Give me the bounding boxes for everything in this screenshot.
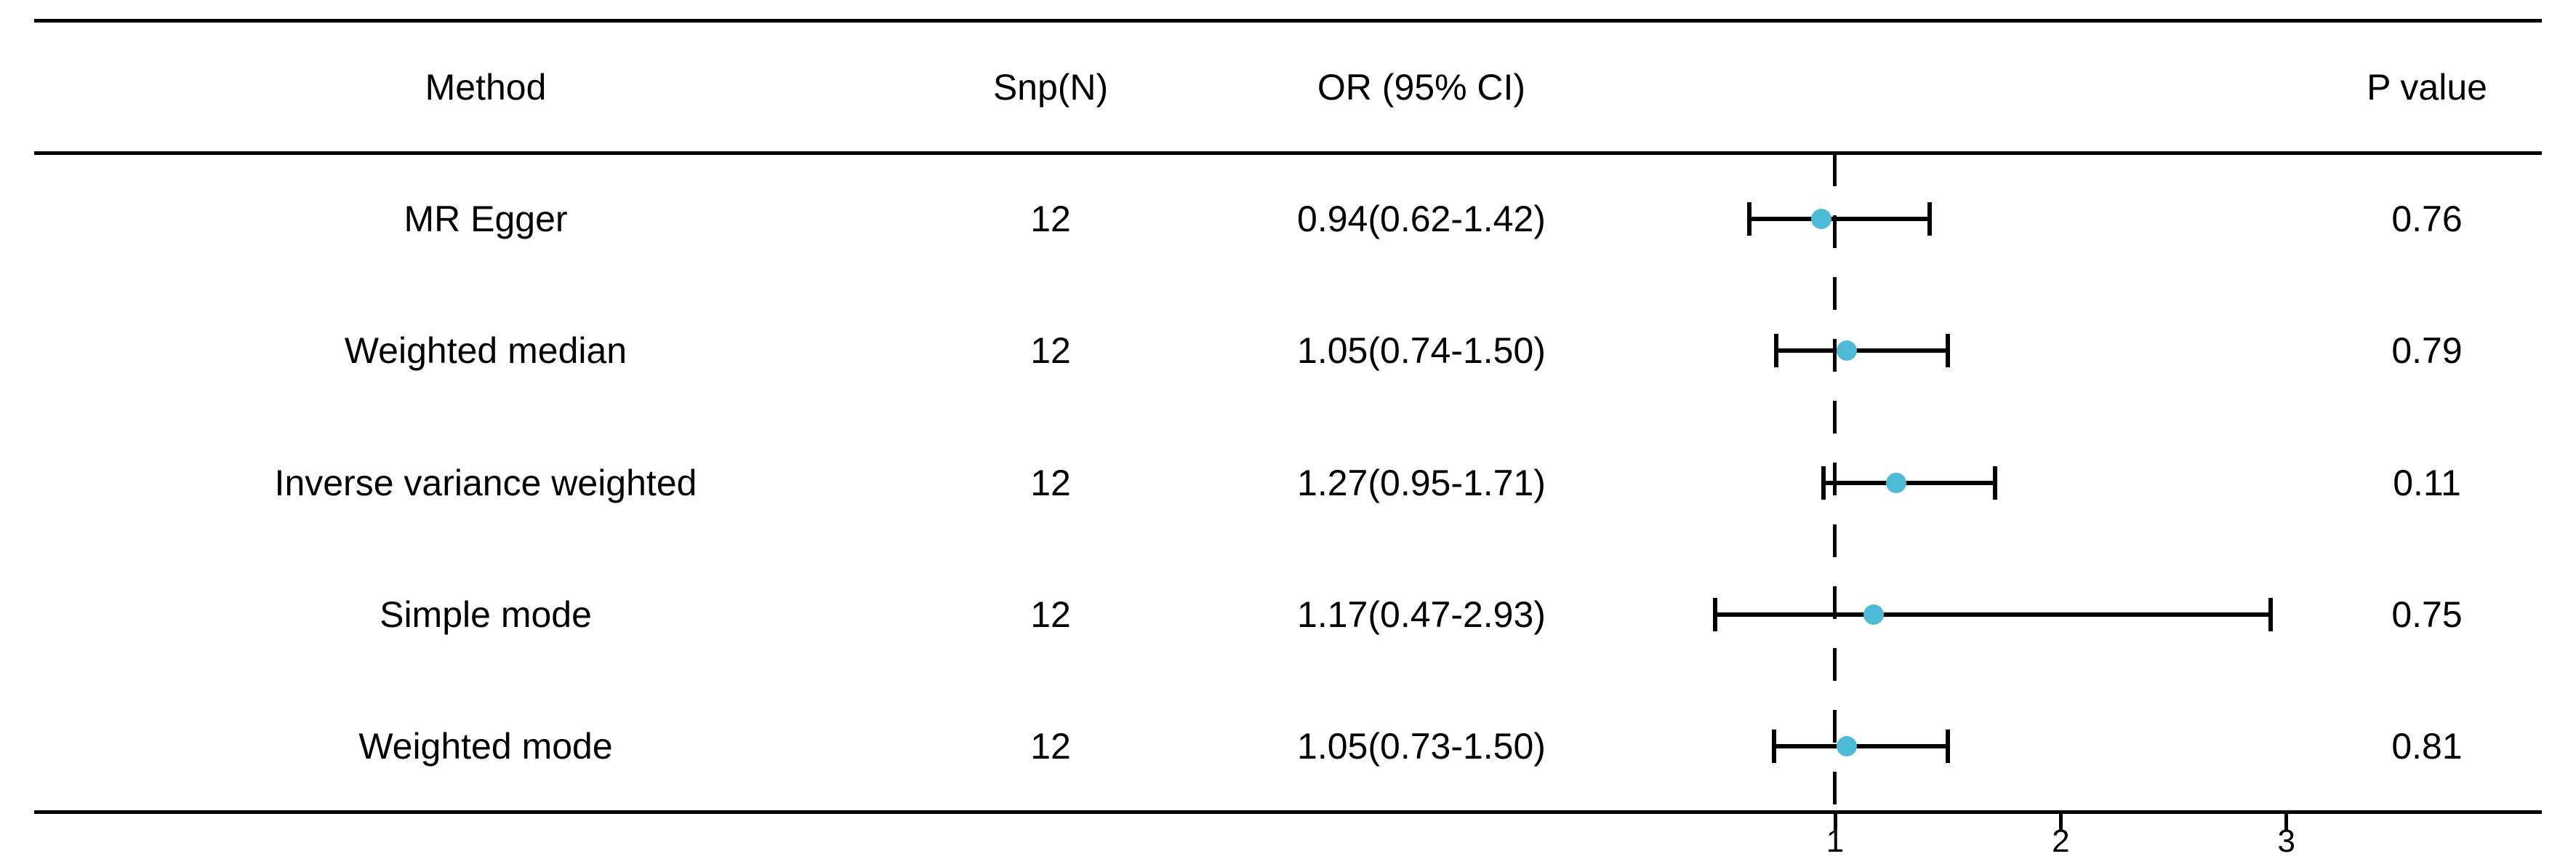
- ci-cap-lower: [1821, 466, 1826, 500]
- axis-tick: [2058, 814, 2063, 830]
- ci-cap-upper: [1946, 334, 1951, 368]
- snp-cell: 12: [1030, 330, 1071, 372]
- or-ci-cell: 1.17(0.47-2.93): [1297, 594, 1546, 635]
- ci-cap-lower: [1772, 730, 1777, 763]
- method-cell: MR Egger: [404, 199, 568, 239]
- axis-tick: [2284, 814, 2289, 830]
- top-border-rule: [34, 19, 2542, 23]
- or-point: [1811, 209, 1832, 229]
- p-value-cell: 0.76: [2391, 199, 2463, 239]
- snp-cell: 12: [1030, 726, 1071, 767]
- p-value-cell: 0.11: [2393, 462, 2461, 503]
- or-point: [1863, 604, 1884, 625]
- snp-cell: 12: [1030, 462, 1071, 503]
- or-point: [1885, 472, 1906, 493]
- or-point: [1836, 340, 1857, 361]
- bottom-axis-rule: [34, 810, 2542, 814]
- or-ci-cell: 1.05(0.73-1.50): [1297, 726, 1546, 767]
- or-ci-cell: 1.27(0.95-1.71): [1297, 462, 1546, 503]
- method-cell: Weighted mode: [358, 726, 613, 767]
- column-header-snp: Snp(N): [992, 67, 1109, 108]
- axis-tick: [1833, 814, 1837, 830]
- ci-cap-upper: [1993, 466, 1998, 500]
- ci-cap-upper: [1927, 202, 1933, 236]
- ci-cap-upper: [1946, 730, 1951, 763]
- p-value-cell: 0.81: [2391, 726, 2463, 767]
- snp-cell: 12: [1030, 594, 1071, 635]
- snp-cell: 12: [1030, 199, 1071, 239]
- ci-cap-lower: [1774, 334, 1779, 368]
- axis-tick-label: 3: [2277, 823, 2296, 859]
- column-header-or-ci: OR (95% CI): [1317, 67, 1526, 108]
- ci-bar: [1774, 744, 1949, 748]
- p-value-cell: 0.75: [2391, 594, 2463, 635]
- method-cell: Inverse variance weighted: [274, 462, 697, 503]
- column-header-p-value: P value: [2367, 67, 2487, 108]
- ci-bar: [1823, 480, 1996, 485]
- column-header-method: Method: [425, 67, 547, 108]
- ci-cap-lower: [1747, 202, 1752, 236]
- or-ci-cell: 0.94(0.62-1.42): [1297, 199, 1546, 239]
- ci-bar: [1749, 217, 1930, 221]
- ci-cap-lower: [1713, 597, 1718, 631]
- axis-tick-label: 2: [2052, 823, 2070, 859]
- method-cell: Weighted median: [344, 330, 627, 372]
- p-value-cell: 0.79: [2391, 330, 2463, 372]
- method-cell: Simple mode: [380, 594, 592, 635]
- ci-bar: [1715, 612, 2271, 617]
- axis-tick-label: 1: [1826, 823, 1845, 859]
- header-divider-rule: [34, 151, 2542, 155]
- or-ci-cell: 1.05(0.74-1.50): [1297, 330, 1546, 372]
- or-point: [1836, 736, 1857, 756]
- ci-cap-upper: [2268, 597, 2274, 631]
- ci-bar: [1776, 348, 1949, 353]
